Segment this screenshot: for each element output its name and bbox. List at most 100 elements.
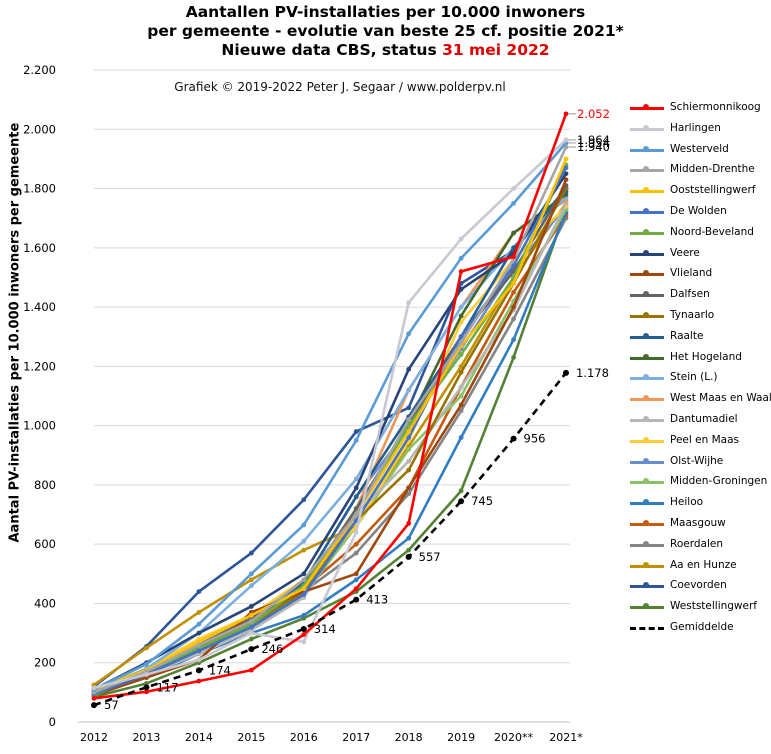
- x-tick-label: 2020**: [494, 731, 533, 744]
- legend-label: Veere: [670, 246, 700, 259]
- legend-marker: [643, 540, 649, 547]
- data-point: [406, 547, 412, 553]
- data-point: [91, 695, 97, 701]
- chart-subtitle-date: 31 mei 2022: [442, 41, 550, 59]
- data-point: [406, 429, 412, 434]
- legend-item-tynaarlo: Tynaarlo: [628, 306, 771, 327]
- data-point: [458, 352, 464, 357]
- series-line: [93, 196, 567, 694]
- data-point: [91, 685, 97, 691]
- data-label: 246: [261, 642, 283, 656]
- data-point: [353, 529, 359, 535]
- legend-label: Heiloo: [670, 496, 704, 509]
- legend-marker: [643, 124, 649, 131]
- legend-label: Het Hogeland: [670, 350, 742, 363]
- grid-layer: [94, 69, 570, 723]
- data-point: [458, 384, 464, 390]
- legend-item-midden-groningen: Midden-Groningen: [628, 472, 771, 493]
- data-point: [511, 280, 516, 286]
- data-point: [406, 467, 412, 473]
- series-line: [93, 179, 568, 697]
- series-line: [93, 146, 568, 694]
- series-line: [93, 142, 567, 691]
- data-point: [563, 177, 569, 183]
- x-tick-label: 2012: [80, 731, 108, 744]
- data-point: [458, 408, 464, 414]
- series-weststellingwerf: [91, 206, 569, 700]
- data-point: [511, 355, 516, 360]
- legend-item-gemiddelde: Gemiddelde: [628, 618, 771, 639]
- data-point: [458, 334, 464, 340]
- legend-marker: [643, 436, 649, 443]
- y-tick-label: 1.400: [23, 300, 56, 314]
- data-point: [511, 254, 516, 260]
- legend-marker: [643, 187, 649, 194]
- data-point: [300, 625, 307, 632]
- legend-swatch: [630, 626, 664, 630]
- data-label: 117: [156, 680, 178, 694]
- data-label: 1.178: [576, 366, 609, 380]
- legend-item-midden-drenthe: Midden-Drenthe: [628, 160, 771, 181]
- data-point: [511, 263, 516, 268]
- y-tick-label: 400: [34, 596, 56, 610]
- legend-label: Dalfsen: [670, 288, 710, 301]
- data-point: [563, 111, 569, 117]
- data-point: [511, 230, 516, 236]
- legend-label: Coevorden: [670, 579, 727, 592]
- chart-title-line-1: Aantallen PV-installaties per 10.000 inw…: [185, 3, 586, 21]
- series-schiermonnikoog: [91, 111, 569, 701]
- data-point: [196, 609, 202, 615]
- legend-label: Roerdalen: [670, 537, 723, 550]
- data-point: [353, 550, 359, 556]
- x-tick-label: 2018: [395, 731, 423, 744]
- data-point: [510, 435, 517, 442]
- data-point: [143, 684, 150, 691]
- data-point: [196, 648, 202, 654]
- legend-label: Aa en Hunze: [670, 558, 737, 571]
- data-point: [458, 435, 464, 440]
- data-point: [353, 586, 359, 592]
- data-point: [406, 521, 412, 526]
- legend-item-maasgouw: Maasgouw: [628, 514, 771, 535]
- data-point: [458, 236, 464, 242]
- data-point: [196, 630, 202, 636]
- data-point: [248, 630, 254, 636]
- data-point: [248, 612, 254, 618]
- legend-marker: [643, 104, 649, 110]
- data-point: [144, 689, 149, 695]
- legend-label: West Maas en Waal: [670, 392, 771, 405]
- data-point: [144, 672, 149, 677]
- legend-label: Westerveld: [670, 142, 729, 155]
- legend: Schiermonnikoog Harlingen Westerveld Midden…: [628, 98, 771, 639]
- data-point: [248, 550, 254, 556]
- legend-item-vlieland: Vlieland: [628, 264, 771, 285]
- legend-item-roerdalen: Roerdalen: [628, 535, 771, 556]
- legend-marker: [643, 499, 649, 506]
- legend-item-dalfsen: Dalfsen: [628, 285, 771, 306]
- x-tick-label: 2013: [132, 731, 160, 744]
- legend-item-het-hogeland: Het Hogeland: [628, 348, 771, 369]
- legend-label: Gemiddelde: [670, 620, 734, 633]
- legend-marker: [643, 603, 649, 610]
- legend-label: De Wolden: [670, 204, 727, 217]
- series-line: [93, 211, 568, 696]
- data-point: [301, 639, 307, 645]
- data-point: [563, 137, 569, 143]
- data-point: [458, 340, 464, 346]
- legend-item-aa-en-hunze: Aa en Hunze: [628, 556, 771, 577]
- legend-label: Midden-Groningen: [670, 475, 768, 488]
- legend-marker: [643, 395, 649, 402]
- legend-label: Raalte: [670, 329, 704, 342]
- series-gemiddelde: [91, 369, 569, 709]
- legend-label: Tynaarlo: [670, 308, 715, 321]
- data-point: [406, 366, 412, 372]
- legend-marker: [643, 311, 649, 318]
- data-point: [458, 286, 464, 292]
- data-point: [301, 592, 307, 597]
- legend-label: Ooststellingwerf: [670, 184, 756, 197]
- label-layer: 57 117 174 246 314 413 557 745 956 1.178 2.052 1.96…: [104, 107, 610, 712]
- chart-credit: Grafiek © 2019-2022 Peter J. Segaar / ww…: [174, 80, 506, 94]
- data-label: 57: [104, 698, 119, 712]
- data-point: [301, 547, 307, 553]
